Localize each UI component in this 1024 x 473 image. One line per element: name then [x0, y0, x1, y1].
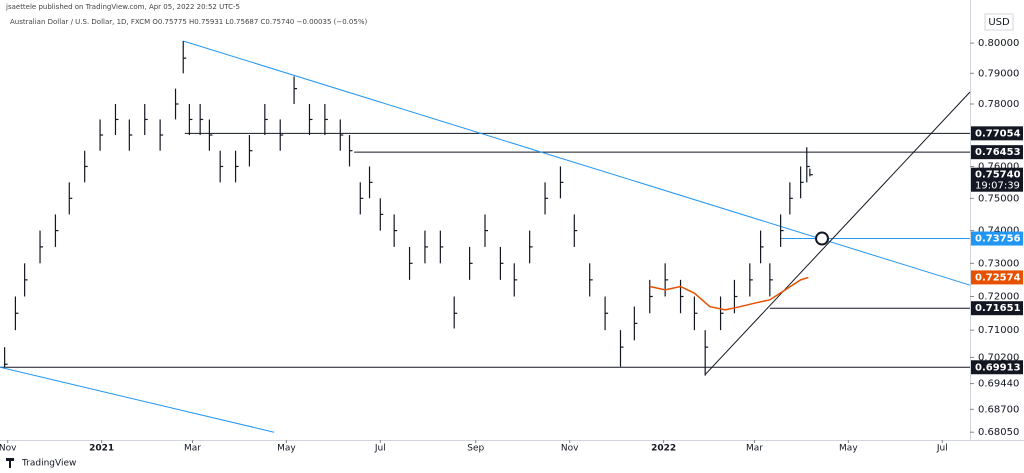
level-label-box — [971, 231, 1023, 246]
level-label-box — [971, 126, 1023, 141]
marker-circle — [815, 231, 829, 246]
last-price-box — [971, 167, 1023, 192]
x-tick-label: Mar — [746, 444, 763, 454]
trendline — [0, 366, 275, 433]
level-label: 0.69913 — [975, 362, 1021, 373]
y-tick-label: 0.68050 — [978, 427, 1019, 438]
currency-box[interactable] — [984, 13, 1014, 31]
moving-average — [649, 276, 809, 311]
y-tick-label: 0.79000 — [978, 68, 1019, 79]
footer: TradingView — [21, 459, 76, 469]
countdown: 19:07:39 — [975, 181, 1020, 192]
level-label-box — [971, 145, 1023, 160]
x-tick-label: 2021 — [89, 444, 114, 454]
y-tick-label: 0.74000 — [978, 226, 1019, 237]
trendline — [704, 91, 971, 375]
y-tick-label: 0.78000 — [978, 99, 1019, 110]
x-tick-label: 2022 — [651, 444, 676, 454]
level-label-box — [971, 360, 1023, 375]
y-tick-label: 0.76000 — [978, 161, 1019, 172]
last-price-label: 0.75740 — [975, 170, 1021, 181]
level-label: 0.76453 — [975, 147, 1021, 158]
y-tick-label: 0.70200 — [978, 352, 1019, 363]
level-label: 0.71651 — [975, 303, 1021, 314]
x-tick-label: Mar — [184, 444, 201, 454]
x-tick-label: Sep — [467, 444, 484, 454]
header: jsaettele published on TradingView.com, … — [5, 3, 240, 11]
x-tick-label: Jul — [374, 444, 386, 454]
y-tick-label: 0.69440 — [978, 379, 1019, 390]
x-tick-label: May — [277, 444, 296, 454]
y-tick-label: 0.72000 — [978, 292, 1019, 303]
y-tick-label: 0.71000 — [978, 325, 1019, 336]
y-tick-label: 0.68700 — [978, 404, 1019, 415]
level-label: 0.73756 — [975, 234, 1021, 245]
trendline — [183, 40, 971, 286]
legend: Australian Dollar / U.S. Dollar, 1D, FXC… — [10, 18, 367, 26]
x-tick-label: Jul — [936, 444, 948, 454]
level-label: 0.77054 — [975, 128, 1021, 139]
x-tick-label: May — [839, 444, 858, 454]
level-label-box — [971, 301, 1023, 316]
logo — [6, 458, 14, 468]
y-tick-label: 0.80000 — [978, 38, 1019, 49]
currency[interactable]: USD — [988, 17, 1010, 28]
y-tick-label: 0.73000 — [978, 258, 1019, 269]
ma-label: 0.72574 — [975, 272, 1021, 283]
ma-label-box — [971, 270, 1023, 285]
x-tick-label: Nov — [561, 444, 579, 454]
y-tick-label: 0.75000 — [978, 193, 1019, 204]
x-tick-label: Nov — [0, 444, 17, 454]
